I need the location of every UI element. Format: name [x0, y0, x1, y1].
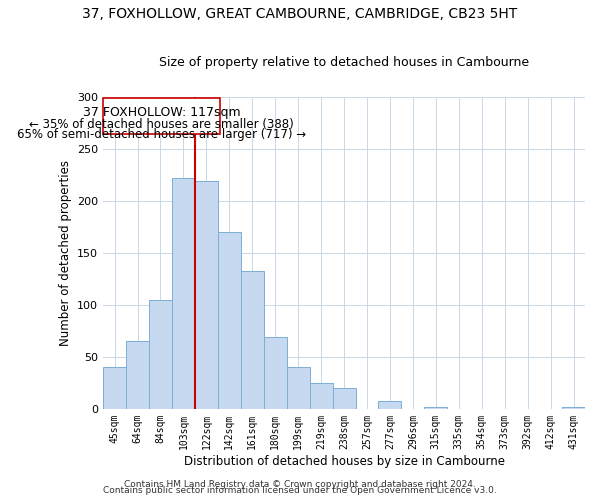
Bar [562, 407, 585, 409]
Bar [287, 368, 310, 409]
Bar [379, 400, 401, 409]
Bar [310, 383, 332, 409]
Text: 37, FOXHOLLOW, GREAT CAMBOURNE, CAMBRIDGE, CB23 5HT: 37, FOXHOLLOW, GREAT CAMBOURNE, CAMBRIDG… [82, 8, 518, 22]
Bar [149, 300, 172, 409]
Bar [103, 98, 220, 134]
Text: Contains public sector information licensed under the Open Government Licence v3: Contains public sector information licen… [103, 486, 497, 495]
Title: Size of property relative to detached houses in Cambourne: Size of property relative to detached ho… [159, 56, 529, 70]
Bar [172, 178, 195, 409]
Text: 65% of semi-detached houses are larger (717) →: 65% of semi-detached houses are larger (… [17, 128, 306, 141]
Bar [195, 181, 218, 409]
X-axis label: Distribution of detached houses by size in Cambourne: Distribution of detached houses by size … [184, 454, 505, 468]
Text: 37 FOXHOLLOW: 117sqm: 37 FOXHOLLOW: 117sqm [83, 106, 241, 120]
Text: ← 35% of detached houses are smaller (388): ← 35% of detached houses are smaller (38… [29, 118, 294, 131]
Bar [218, 232, 241, 409]
Bar [241, 270, 264, 409]
Y-axis label: Number of detached properties: Number of detached properties [59, 160, 71, 346]
Bar [103, 368, 126, 409]
Bar [332, 388, 356, 409]
Bar [424, 407, 448, 409]
Bar [264, 337, 287, 409]
Bar [126, 342, 149, 409]
Text: Contains HM Land Registry data © Crown copyright and database right 2024.: Contains HM Land Registry data © Crown c… [124, 480, 476, 489]
